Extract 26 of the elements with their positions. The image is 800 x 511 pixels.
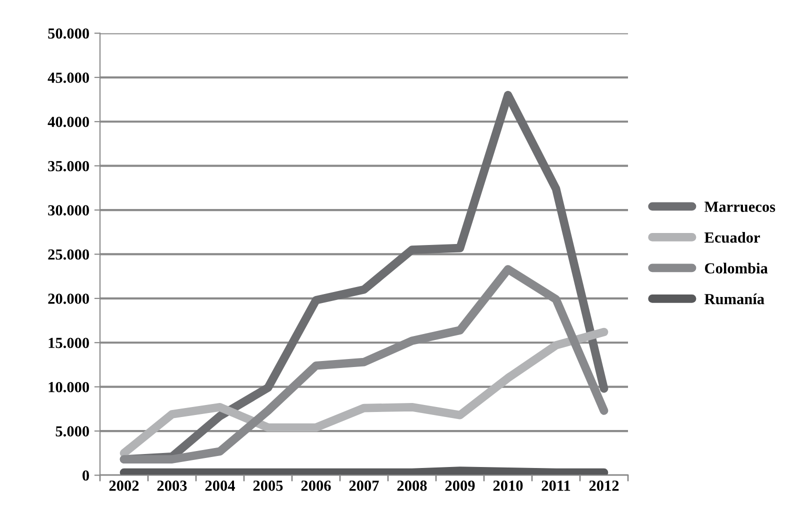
- y-tick-label: 50.000: [48, 28, 89, 39]
- y-tick-label: 25.000: [48, 249, 89, 260]
- x-tick-label: 2004: [205, 480, 235, 491]
- y-tick-label: 20.000: [48, 294, 89, 304]
- legend-label: Ecuador: [704, 232, 760, 243]
- y-tick-label: 30.000: [48, 205, 89, 216]
- y-tick-label: 35.000: [48, 160, 89, 172]
- y-tick-label: 45.000: [48, 72, 89, 83]
- y-tick-label: 0: [82, 470, 89, 481]
- x-tick-label: 2002: [109, 480, 139, 491]
- y-tick-label: 10.000: [48, 382, 89, 392]
- y-tick-label: 40.000: [48, 116, 89, 128]
- legend-label: Colombia: [705, 262, 768, 274]
- x-tick-label: 2006: [301, 480, 331, 491]
- x-tick-label: 2009: [445, 480, 475, 491]
- x-tick-label: 2012: [589, 480, 619, 491]
- x-tick-label: 2010: [493, 480, 523, 491]
- legend-label: Rumanía: [704, 293, 764, 304]
- x-tick-label: 2011: [542, 480, 570, 491]
- x-tick-label: 2005: [253, 480, 283, 491]
- x-tick-label: 2003: [157, 480, 187, 491]
- legend-label: Marruecos: [704, 202, 776, 212]
- x-tick-label: 2007: [349, 480, 379, 491]
- y-tick-label: 5.000: [56, 426, 89, 437]
- x-tick-label: 2008: [397, 480, 427, 491]
- y-tick-label: 15.000: [48, 338, 89, 348]
